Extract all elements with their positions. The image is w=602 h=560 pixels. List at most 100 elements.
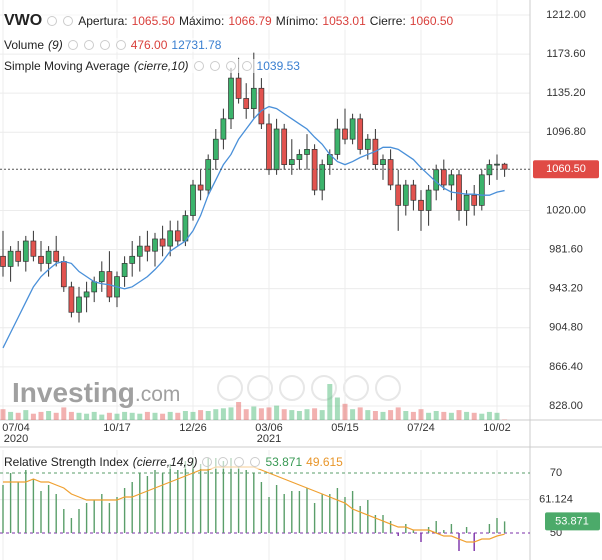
candle-body: [38, 255, 44, 264]
volume-bar: [372, 411, 378, 420]
watermark-main: Investing: [12, 377, 135, 408]
rsi-tag-label: 53.871: [555, 515, 589, 527]
y-tick-label: 61.124: [539, 494, 573, 506]
volume-bar: [0, 409, 6, 420]
volume-bar: [205, 411, 211, 420]
rsi-tag: [545, 512, 600, 531]
icon[interactable]: [83, 40, 94, 50]
sma-name: Simple Moving Average: [4, 59, 130, 73]
icon[interactable]: [115, 40, 126, 50]
x-year-label: 2020: [4, 433, 28, 445]
icon[interactable]: [193, 61, 204, 71]
toolbar: [217, 375, 401, 401]
volume-bar: [129, 412, 135, 420]
candle-body: [212, 138, 219, 160]
candle-body: [53, 250, 60, 262]
candle-body: [91, 281, 98, 293]
candle-body: [380, 159, 386, 165]
icon[interactable]: [218, 457, 229, 467]
candle-body: [342, 128, 348, 140]
watermark-suffix: .com: [135, 383, 181, 406]
toolbar-button[interactable]: [343, 375, 369, 401]
candle-body: [167, 230, 174, 247]
candle-body: [83, 291, 90, 298]
icon[interactable]: [250, 457, 261, 467]
volume-bar: [160, 413, 166, 420]
candle-body: [0, 255, 6, 267]
candle-body: [98, 271, 105, 283]
y-tick-label: 904.80: [549, 322, 583, 334]
volume-bar: [8, 411, 14, 420]
volume-average: 12731.78: [171, 38, 222, 52]
candle-body: [190, 184, 196, 216]
candle-body: [220, 118, 227, 140]
candle-body: [197, 184, 204, 191]
price-tag: [533, 160, 599, 179]
volume-bar: [266, 407, 272, 420]
volume-bar: [365, 410, 371, 420]
volume-name: Volume: [4, 38, 45, 52]
open-label: Apertura:: [78, 14, 128, 28]
volume-bar: [456, 410, 462, 420]
volume-bar: [122, 411, 128, 420]
candle-body: [182, 215, 189, 242]
candle-body: [501, 163, 508, 170]
icon[interactable]: [234, 457, 245, 467]
rsi-header: Relative Strength Index (cierre,14,9) 53.…: [4, 455, 343, 469]
volume-bar: [15, 412, 21, 420]
volume-bar: [152, 412, 158, 420]
volume-bar: [289, 410, 295, 420]
volume-bar: [76, 412, 82, 420]
volume-bar: [99, 414, 105, 420]
toolbar-button[interactable]: [247, 375, 273, 401]
x-tick-label: 10/17: [103, 422, 131, 434]
candle-body: [250, 87, 257, 109]
candle-body: [159, 238, 166, 247]
candle-body: [395, 184, 402, 206]
y-tick-label: 1135.20: [547, 87, 586, 99]
toolbar-button[interactable]: [279, 375, 305, 401]
volume-bar: [198, 410, 204, 420]
candle-body: [281, 128, 288, 165]
candle-body: [76, 296, 82, 313]
candle-body: [258, 87, 265, 125]
candle-body: [136, 245, 143, 257]
candle-body: [463, 194, 470, 211]
sma-last: 1039.53: [256, 59, 300, 73]
icon[interactable]: [67, 40, 78, 50]
watermark: Investing.com: [12, 377, 180, 408]
volume-bar: [23, 410, 29, 420]
volume-bar: [137, 413, 143, 420]
candle-body: [349, 118, 356, 140]
x-tick-label: 05/15: [331, 422, 359, 434]
toolbar-button[interactable]: [217, 375, 243, 401]
icon[interactable]: [47, 16, 58, 26]
candle-body: [364, 138, 371, 150]
icon[interactable]: [241, 61, 252, 71]
rsi-last: 53.871: [265, 455, 303, 469]
icon[interactable]: [99, 40, 110, 50]
volume-bar: [167, 411, 173, 420]
toolbar-button[interactable]: [375, 375, 401, 401]
volume-bar: [304, 409, 310, 420]
volume-bar: [175, 412, 181, 420]
volume-bar: [494, 412, 500, 420]
candle-body: [387, 159, 394, 186]
candle-body: [471, 194, 478, 206]
volume-bar: [236, 402, 242, 420]
candle-body: [402, 184, 409, 206]
candle-body: [304, 149, 310, 155]
icon[interactable]: [63, 16, 74, 26]
volume-bar: [464, 411, 470, 420]
volume-bar: [327, 384, 333, 420]
icon[interactable]: [209, 61, 220, 71]
signal-last: 49.615: [306, 455, 343, 469]
y-tick-label: 1096.80: [546, 126, 586, 138]
icon[interactable]: [202, 457, 213, 467]
volume-bar: [46, 411, 52, 420]
x-tick-label: 07/24: [407, 422, 435, 434]
toolbar-button[interactable]: [311, 375, 337, 401]
y-tick-label: 828.00: [549, 400, 583, 412]
icon[interactable]: [225, 61, 236, 71]
